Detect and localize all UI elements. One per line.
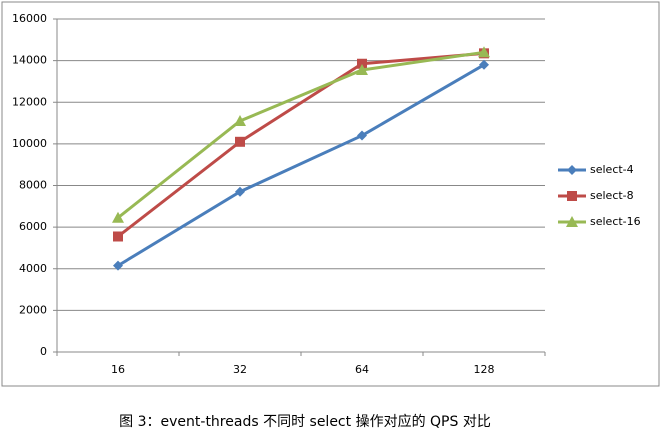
x-tick-label: 64 <box>355 363 369 376</box>
marker <box>479 59 489 70</box>
chart-frame <box>1 1 660 387</box>
y-tick-label: 0 <box>40 345 47 358</box>
legend-marker <box>567 165 577 175</box>
x-tick-label: 16 <box>111 363 125 376</box>
marker <box>235 136 245 147</box>
line <box>117 63 485 267</box>
marker <box>113 231 123 242</box>
y-tick-label: 12000 <box>12 95 47 108</box>
marker <box>357 58 367 69</box>
x-tick-label: 128 <box>474 363 495 376</box>
marker <box>357 130 367 141</box>
y-tick-label: 2000 <box>19 303 47 316</box>
legend-label: select-8 <box>590 189 634 202</box>
caption: 图 3：event-threads 不同时 select 操作对应的 QPS 对… <box>119 413 491 430</box>
y-tick-label: 14000 <box>12 54 47 67</box>
line <box>117 51 485 238</box>
y-tick-label: 6000 <box>19 220 47 233</box>
marker <box>356 63 368 75</box>
y-tick-label: 4000 <box>19 262 47 275</box>
y-tick-label: 16000 <box>12 12 47 25</box>
legend-marker <box>566 216 578 227</box>
marker <box>478 46 490 58</box>
x-tick-label: 32 <box>233 363 247 376</box>
y-tick-label: 8000 <box>19 179 47 192</box>
legend-label: select-16 <box>590 215 641 228</box>
legend-label: select-4 <box>590 163 634 176</box>
y-tick-label: 10000 <box>12 137 47 150</box>
marker <box>113 260 123 271</box>
line <box>117 50 485 219</box>
marker <box>112 211 124 223</box>
legend-marker <box>567 191 577 201</box>
marker <box>234 114 246 126</box>
marker <box>235 186 245 197</box>
